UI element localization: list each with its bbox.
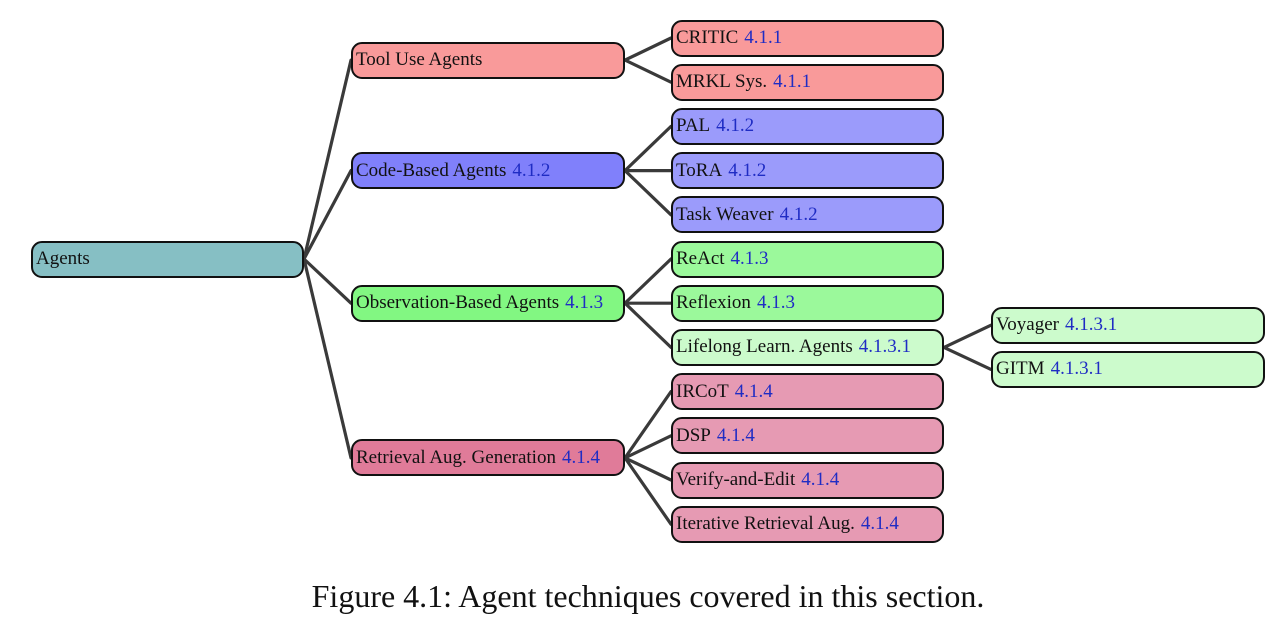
node-label: DSP — [676, 424, 711, 446]
figure-caption: Figure 4.1: Agent techniques covered in … — [311, 578, 985, 614]
section-ref: 4.1.3.1 — [858, 336, 912, 358]
node-reflexion: Reflexion 4.1.3 — [671, 284, 944, 322]
section-ref: 4.1.4 — [716, 424, 755, 446]
node-label: ReAct — [676, 248, 725, 269]
node-label: Observation-Based Agents — [356, 292, 560, 314]
edge-agents-to-code-based-agents — [302, 169, 353, 261]
node-label: PAL — [676, 115, 711, 137]
section-ref: 4.1.1 — [744, 27, 783, 48]
node-ircot: IRCoT 4.1.4 — [671, 373, 944, 411]
node-task-weaver: Task Weaver 4.1.2 — [671, 196, 944, 234]
node-label: IRCoT — [676, 380, 729, 402]
edge-retrieval-aug-generation-to-iterative-retrieval-aug — [623, 456, 673, 526]
node-label: Verify-and-Edit — [676, 469, 796, 490]
node-mrkl-sys: MRKL Sys. 4.1.1 — [671, 63, 944, 101]
node-dsp: DSP 4.1.4 — [671, 417, 944, 455]
section-ref: 4.1.3 — [756, 292, 795, 314]
edge-retrieval-aug-generation-to-dsp — [623, 434, 673, 460]
node-label: Retrieval Aug. Generation — [356, 446, 556, 468]
node-pal: PAL 4.1.2 — [671, 107, 944, 145]
node-label: Voyager — [996, 314, 1059, 336]
node-react: ReAct 4.1.3 — [671, 240, 944, 278]
section-ref: 4.1.2 — [512, 159, 551, 181]
section-ref: 4.1.2 — [779, 203, 818, 225]
section-ref: 4.1.3.1 — [1064, 314, 1118, 336]
edge-retrieval-aug-generation-to-verify-and-edit — [623, 456, 673, 482]
node-voyager: Voyager 4.1.3.1 — [991, 306, 1265, 344]
section-ref: 4.1.4 — [860, 513, 899, 535]
section-ref: 4.1.3 — [565, 292, 604, 314]
node-tora: ToRA 4.1.2 — [671, 152, 944, 190]
edge-agents-to-tool-use-agents — [302, 58, 353, 261]
node-label: MRKL Sys. — [676, 71, 768, 93]
node-code-based-agents: Code-Based Agents 4.1.2 — [351, 152, 625, 190]
node-agents: Agents — [31, 240, 304, 278]
edge-lifelong-learn-agents-to-gitm — [942, 345, 993, 371]
node-label: ToRA — [676, 159, 723, 181]
node-lifelong-learn-agents: Lifelong Learn. Agents 4.1.3.1 — [671, 328, 944, 366]
edge-lifelong-learn-agents-to-voyager — [942, 323, 993, 349]
section-ref: 4.1.4 — [561, 446, 600, 468]
node-label: Reflexion — [676, 292, 751, 314]
node-label: Lifelong Learn. Agents — [676, 336, 853, 358]
edge-code-based-agents-to-pal — [623, 124, 673, 173]
node-critic: CRITIC 4.1.1 — [671, 19, 944, 57]
node-label: Agents — [36, 248, 90, 269]
edge-observation-based-agents-to-lifelong-learn-agents — [623, 301, 673, 349]
node-iterative-retrieval-aug: Iterative Retrieval Aug. 4.1.4 — [671, 505, 944, 543]
node-label: CRITIC — [676, 27, 739, 48]
node-verify-and-edit: Verify-and-Edit 4.1.4 — [671, 461, 944, 499]
edge-code-based-agents-to-task-weaver — [623, 169, 673, 217]
section-ref: 4.1.2 — [716, 115, 755, 137]
node-label: Task Weaver — [676, 203, 774, 225]
edge-observation-based-agents-to-react — [623, 257, 673, 305]
section-ref: 4.1.1 — [773, 71, 812, 93]
node-label: Code-Based Agents — [356, 159, 507, 181]
node-label: GITM — [996, 358, 1045, 380]
section-ref: 4.1.2 — [728, 159, 767, 181]
tree-edges — [302, 36, 993, 526]
section-ref: 4.1.4 — [801, 469, 840, 490]
node-observation-based-agents: Observation-Based Agents 4.1.3 — [351, 284, 625, 322]
node-gitm: GITM 4.1.3.1 — [991, 350, 1265, 388]
node-tool-use-agents: Tool Use Agents — [351, 41, 625, 79]
section-ref: 4.1.3 — [730, 248, 769, 269]
edge-tool-use-agents-to-critic — [623, 36, 673, 62]
edge-tool-use-agents-to-mrkl-sys — [623, 58, 673, 84]
node-label: Iterative Retrieval Aug. — [676, 513, 855, 535]
section-ref: 4.1.4 — [734, 380, 773, 402]
edge-retrieval-aug-generation-to-ircot — [623, 390, 673, 460]
edge-agents-to-observation-based-agents — [302, 257, 353, 305]
node-retrieval-aug-generation: Retrieval Aug. Generation 4.1.4 — [351, 439, 625, 477]
edge-agents-to-retrieval-aug-generation — [302, 257, 353, 460]
node-label: Tool Use Agents — [356, 49, 483, 71]
section-ref: 4.1.3.1 — [1050, 358, 1103, 380]
